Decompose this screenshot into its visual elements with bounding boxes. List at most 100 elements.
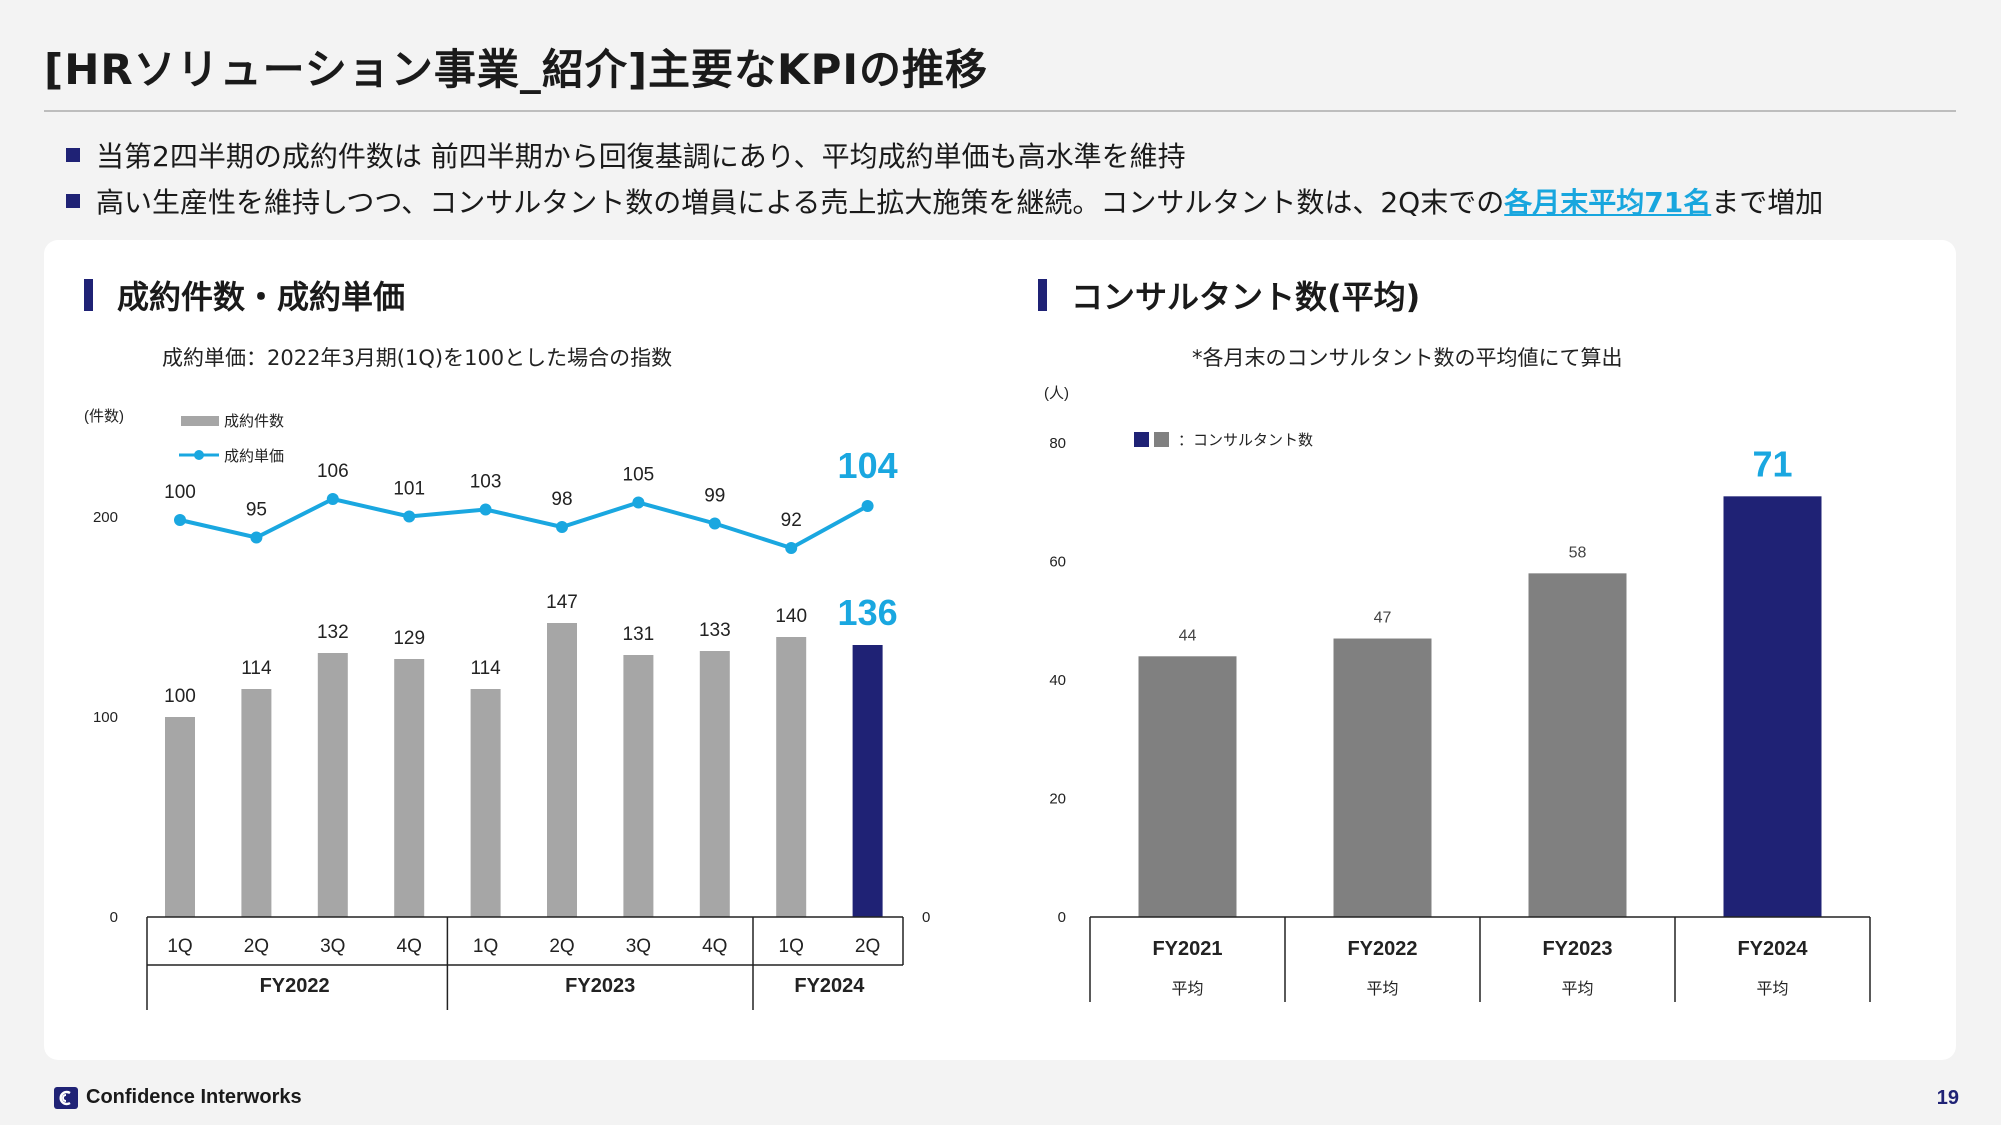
x-tick-label: FY2022: [1347, 938, 1417, 960]
y-tick-label: 20: [1049, 791, 1066, 808]
x-group-label: FY2024: [794, 975, 865, 997]
bar: [1138, 656, 1237, 917]
y-tick-label: 40: [1049, 672, 1066, 689]
right-section-title: コンサルタント数(平均): [1038, 272, 1420, 318]
bullet-text-tail: まで増加: [1711, 186, 1824, 219]
bullet-item: 当第2四半期の成約件数は 前四半期から回復基調にあり、平均成約単価も高水準を維持: [66, 132, 1823, 178]
line-point: [632, 496, 645, 509]
bar-value-label: 58: [1569, 544, 1587, 561]
x-tick-label: 3Q: [626, 936, 651, 957]
legend-label: ：コンサルタント数: [1178, 432, 1313, 449]
bar-value-label: 44: [1179, 627, 1197, 644]
bar: [165, 717, 195, 917]
legend-swatch-gray: [1154, 432, 1169, 447]
left-section-title: 成約件数・成約単価: [84, 272, 405, 318]
line-point: [250, 531, 263, 544]
bullet-text: 高い生産性を維持しつつ、コンサルタント数の増員による売上拡大施策を継続。コンサル…: [96, 186, 1505, 219]
x-sublabel: 平均: [1366, 980, 1398, 998]
line-value-label: 99: [704, 486, 725, 507]
x-group-label: FY2023: [565, 975, 635, 997]
line-point: [556, 521, 568, 533]
section-marker-icon: [84, 279, 93, 311]
line-point: [479, 503, 492, 516]
x-sublabel: 平均: [1756, 980, 1788, 998]
x-sublabel: 平均: [1561, 980, 1593, 998]
bar-value-label: 47: [1374, 610, 1392, 627]
x-tick-label: 2Q: [855, 936, 880, 957]
line-value-label: 95: [246, 500, 267, 521]
bar: [1333, 638, 1432, 917]
line-value-label: 92: [781, 510, 802, 531]
bar: [699, 651, 730, 917]
title-divider: [44, 110, 1956, 112]
legend-bar-label: 成約件数: [224, 413, 284, 430]
bar-value-label: 114: [241, 658, 272, 679]
x-tick-label: 3Q: [320, 936, 345, 957]
bar-value-highlight: 136: [838, 592, 898, 633]
summary-bullets: 当第2四半期の成約件数は 前四半期から回復基調にあり、平均成約単価も高水準を維持…: [66, 132, 1823, 224]
bar-value-label: 140: [775, 606, 807, 627]
x-tick-label: FY2021: [1152, 938, 1222, 960]
line-value-label: 101: [393, 479, 425, 500]
x-tick-label: 1Q: [473, 936, 498, 957]
left-section-note: 成約単価：2022年3月期(1Q)を100とした場合の指数: [162, 346, 673, 370]
line-value-label: 98: [551, 489, 572, 510]
page-number: 19: [1936, 1087, 1959, 1109]
bar-value-highlight: 71: [1752, 443, 1792, 484]
line-value-label: 105: [623, 465, 655, 486]
page-title: [HRソリューション事業_紹介]主要なKPIの推移: [44, 45, 988, 94]
bar-value-label: 129: [393, 628, 425, 649]
line-point: [861, 500, 874, 512]
right-axis-tick-label: 0: [922, 909, 930, 926]
bar: [241, 689, 272, 917]
y-tick-label: 100: [93, 709, 118, 726]
bar: [852, 645, 883, 917]
right-section-title-text: コンサルタント数(平均): [1071, 278, 1421, 316]
y-axis-unit: (人): [1044, 385, 1069, 402]
line-series: [179, 496, 869, 551]
line-point: [403, 510, 416, 523]
line-point: [708, 517, 721, 530]
brand-logo: Confidence Interworks: [54, 1086, 302, 1109]
bullet-highlight: 各月末平均71名: [1504, 186, 1712, 219]
legend-swatch-highlight: [1134, 432, 1149, 447]
line-value-label: 103: [470, 472, 502, 493]
legend-line-marker: [194, 450, 204, 460]
line-point: [785, 542, 798, 554]
x-tick-label: 2Q: [549, 936, 574, 957]
y-tick-label: 60: [1049, 554, 1066, 571]
brand-mark-icon: [54, 1086, 78, 1109]
y-tick-label: 0: [110, 909, 118, 926]
section-marker-icon: [1038, 279, 1047, 311]
y-tick-label: 0: [1058, 909, 1066, 926]
x-tick-label: FY2024: [1737, 938, 1808, 960]
bar: [470, 689, 501, 917]
line-point: [174, 514, 186, 526]
bar: [547, 623, 577, 917]
bar-value-label: 114: [470, 658, 501, 679]
bar-value-label: 100: [164, 686, 196, 707]
bar-value-label: 131: [623, 624, 655, 645]
bar: [623, 655, 654, 917]
legend-bar-swatch: [181, 416, 219, 426]
bar-value-label: 132: [317, 622, 349, 643]
x-tick-label: 1Q: [779, 936, 804, 957]
bar: [394, 659, 425, 917]
line-point: [326, 493, 339, 505]
bar: [317, 653, 348, 917]
legend-line-label: 成約単価: [224, 448, 284, 465]
y-axis-unit: (件数): [84, 408, 124, 425]
brand-name: Confidence Interworks: [86, 1086, 302, 1108]
x-tick-label: 4Q: [702, 936, 727, 957]
line-value-highlight: 104: [838, 445, 898, 486]
x-group-label: FY2022: [260, 975, 330, 997]
y-tick-label: 200: [93, 509, 118, 526]
y-tick-label: 80: [1049, 435, 1066, 452]
bar: [776, 637, 807, 917]
x-tick-label: 4Q: [397, 936, 422, 957]
bar-value-label: 147: [546, 592, 578, 613]
x-tick-label: FY2023: [1542, 938, 1612, 960]
bar: [1723, 496, 1822, 917]
